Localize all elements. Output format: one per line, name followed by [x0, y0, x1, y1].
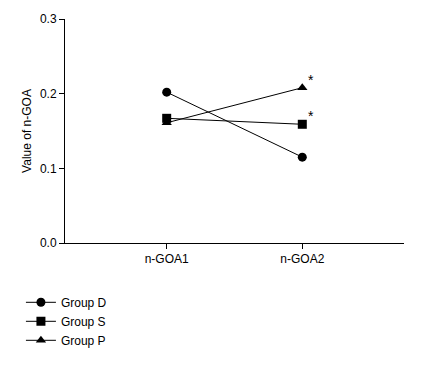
svg-text:Group P: Group P	[61, 334, 106, 348]
svg-text:0.0: 0.0	[40, 236, 57, 250]
svg-text:Value of n-GOA: Value of n-GOA	[20, 89, 34, 173]
svg-text:n-GOA1: n-GOA1	[145, 252, 189, 266]
svg-text:0.2: 0.2	[40, 87, 57, 101]
svg-text:*: *	[308, 108, 314, 124]
svg-text:Group S: Group S	[61, 315, 106, 329]
svg-text:0.3: 0.3	[40, 12, 57, 26]
svg-text:0.1: 0.1	[40, 162, 57, 176]
svg-text:Group D: Group D	[61, 296, 107, 310]
svg-text:n-GOA2: n-GOA2	[280, 252, 324, 266]
svg-text:*: *	[308, 72, 314, 88]
